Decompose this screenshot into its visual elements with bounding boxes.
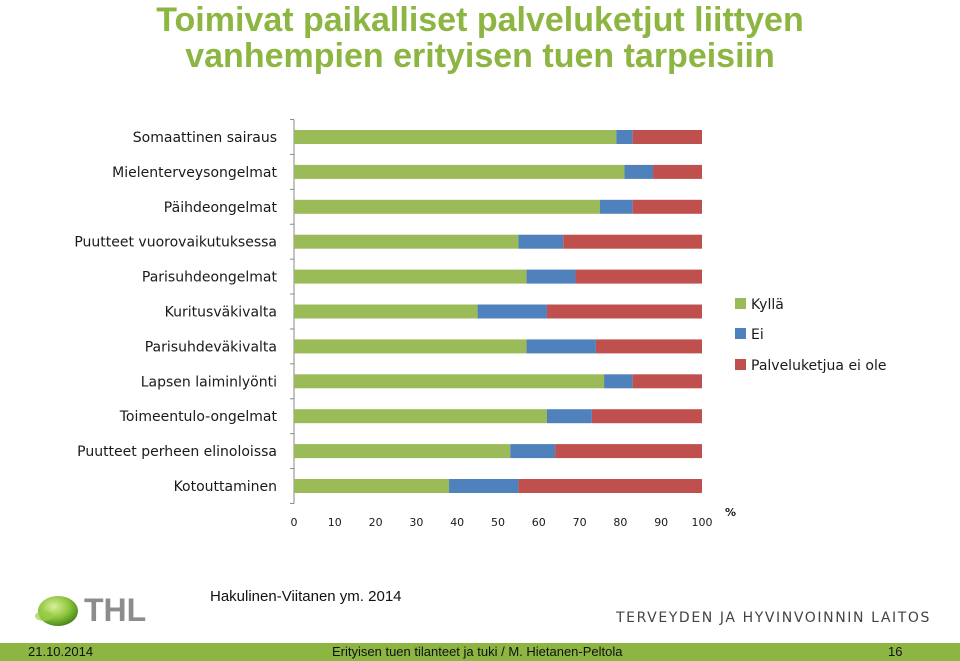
bar-segment [294, 234, 519, 249]
bar-segment [563, 234, 702, 249]
category-label: Parisuhdeongelmat [142, 270, 278, 286]
category-label: Kuritusväkivalta [165, 305, 277, 321]
category-label: Toimeentulo-ongelmat [119, 409, 278, 425]
bar-segment [294, 304, 478, 319]
legend-label: Kyllä [751, 297, 784, 313]
x-tick-label: 30 [409, 516, 423, 529]
bar-segment [555, 444, 702, 459]
bar-segment [294, 444, 511, 459]
bar-segment [600, 199, 633, 214]
x-tick-label: 70 [573, 516, 587, 529]
source-citation: Hakulinen-Viitanen ym. 2014 [210, 588, 402, 605]
bar-segment [595, 339, 702, 354]
x-tick-label: 90 [654, 516, 668, 529]
bar-segment [449, 479, 519, 493]
x-tick-label: 50 [491, 516, 505, 529]
footer-date: 21.10.2014 [28, 644, 94, 659]
x-tick-label: 40 [450, 516, 464, 529]
bar-segment [518, 479, 702, 493]
bar-segment [604, 374, 633, 389]
bar-segment [632, 130, 702, 144]
x-unit-label: % [725, 506, 736, 519]
logo-text: THL [84, 592, 146, 628]
footer-center-text: Erityisen tuen tilanteet ja tuki / M. Hi… [332, 644, 623, 659]
organization-name: TERVEYDEN JA HYVINVOINNIN LAITOS [616, 610, 932, 626]
bar-segment [526, 269, 576, 284]
legend-swatch [735, 328, 746, 339]
category-label: Puutteet perheen elinoloissa [77, 444, 277, 460]
bar-segment [294, 479, 450, 493]
legend-label: Palveluketjua ei ole [751, 358, 886, 374]
page-number: 16 [888, 644, 903, 659]
bar-segment [632, 199, 702, 214]
category-label: Somaattinen sairaus [133, 130, 277, 146]
x-tick-label: 60 [532, 516, 546, 529]
bar-segment [653, 164, 702, 179]
bar-segment [632, 374, 702, 389]
bar-segment [575, 269, 702, 284]
bar-segment [616, 130, 633, 144]
bar-segment [546, 304, 702, 319]
bar-segment [624, 164, 654, 179]
bar-segment [526, 339, 596, 354]
category-label: Mielenterveysongelmat [112, 165, 277, 181]
bar-segment [294, 130, 617, 144]
category-label: Lapsen laiminlyönti [141, 374, 277, 390]
x-tick-label: 10 [328, 516, 342, 529]
x-tick-label: 20 [369, 516, 383, 529]
thl-logo: THL [35, 592, 146, 628]
category-label: Parisuhdeväkivalta [145, 339, 277, 355]
legend-label: Ei [751, 327, 764, 343]
bar-segment [591, 409, 702, 424]
title-line-1: Toimivat paikalliset palveluketjut liitt… [156, 1, 804, 39]
x-tick-label: 80 [613, 516, 627, 529]
bar-segment [294, 339, 527, 354]
bar-segment [294, 269, 527, 284]
x-tick-label: 100 [692, 516, 713, 529]
bar-segment [477, 304, 547, 319]
bar-segment [546, 409, 592, 424]
x-tick-label: 0 [291, 516, 298, 529]
category-label: Kotouttaminen [174, 479, 277, 495]
title-line-2: vanhempien erityisen tuen tarpeisiin [185, 37, 775, 75]
category-label: Päihdeongelmat [164, 200, 278, 216]
stacked-bar-chart: Somaattinen sairaus Mielenterveysongelmat… [74, 119, 886, 529]
bar-segment [294, 164, 625, 179]
page-title: Toimivat paikalliset palveluketjut liitt… [0, 2, 960, 74]
legend-swatch [735, 359, 746, 370]
bar-segment [510, 444, 556, 459]
category-label: Puutteet vuorovaikutuksessa [74, 235, 277, 251]
bar-segment [518, 234, 564, 249]
footer-bar: 21.10.2014 Erityisen tuen tilanteet ja t… [0, 643, 960, 661]
bar-segment [294, 199, 600, 214]
bar-segment [294, 409, 547, 424]
bar-segment [294, 374, 605, 389]
legend-swatch [735, 298, 746, 309]
